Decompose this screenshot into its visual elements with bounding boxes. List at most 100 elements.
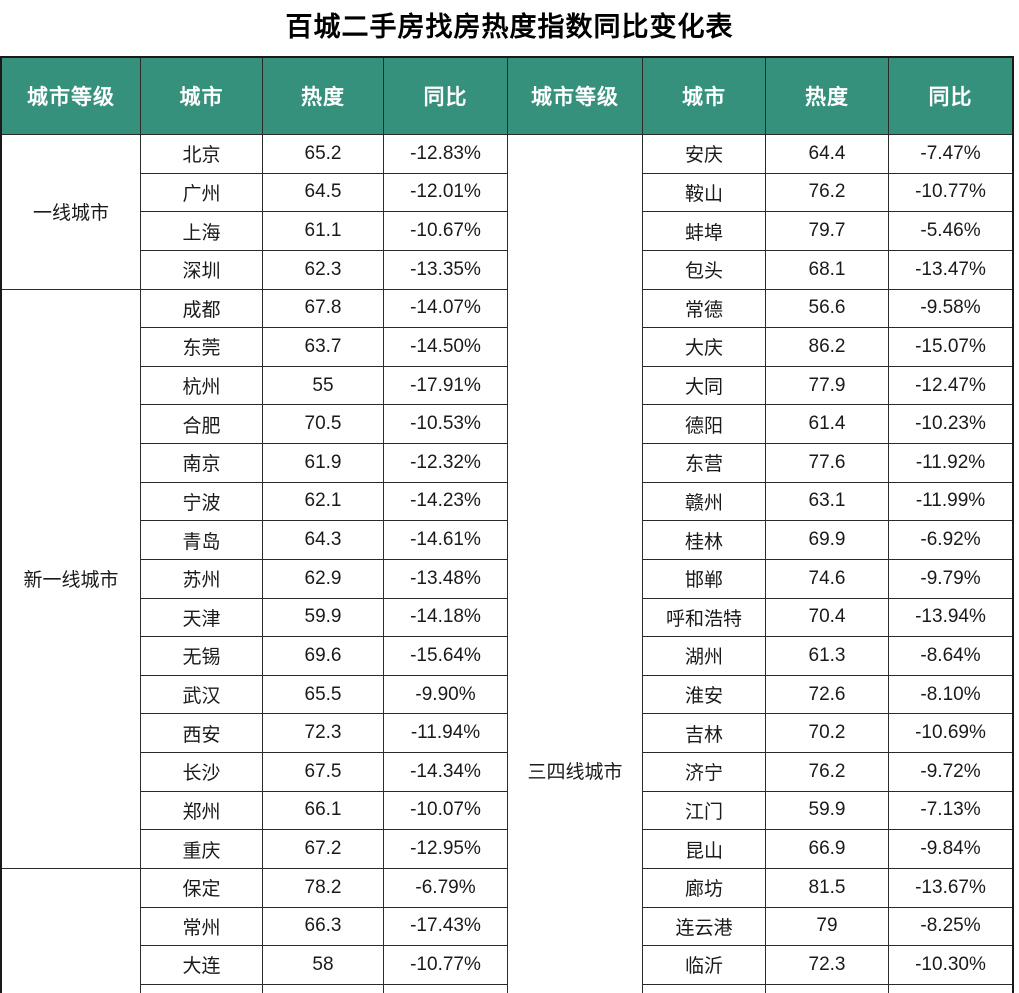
city-cell: 呼和浩特: [643, 598, 766, 638]
city-cell: 淮安: [643, 675, 766, 715]
city-cell: 合肥: [141, 405, 263, 444]
header-cell-tier: 城市等级: [2, 58, 141, 135]
city-cell: 邯郸: [643, 559, 766, 599]
city-cell: 德阳: [643, 405, 766, 444]
heat-cell: 58: [263, 946, 384, 985]
heat-cell: 74.6: [766, 559, 889, 599]
city-cell: 深圳: [141, 250, 263, 290]
tier-cell: 三四线城市: [508, 135, 643, 993]
yoy-cell: -12.47%: [889, 367, 1012, 406]
heat-cell: 66.1: [263, 791, 384, 831]
heat-cell: 69.6: [263, 637, 384, 676]
city-cell: 赣州: [643, 482, 766, 522]
city-cell: 大同: [643, 366, 766, 406]
heat-cell: 61.3: [766, 637, 889, 676]
yoy-cell: -14.07%: [384, 289, 508, 329]
heat-cell: 65.2: [263, 135, 384, 174]
yoy-cell: -9.58%: [889, 290, 1012, 329]
yoy-cell: -6.79%: [384, 868, 508, 908]
heat-cell: 59.9: [263, 598, 384, 638]
yoy-cell: -14.61%: [384, 521, 508, 560]
yoy-cell: -8.25%: [889, 908, 1012, 947]
yoy-cell: -7.13%: [889, 792, 1012, 831]
heat-cell: 55: [263, 366, 384, 406]
heat-index-table: 城市等级 城市 热度 同比 一线城市 北京 65.2 -12.83% 广州 64.5 -12.01%…: [0, 56, 1014, 993]
heat-cell: 59.9: [766, 791, 889, 831]
yoy-cell: -10.30%: [889, 946, 1012, 985]
heat-cell: 77.9: [766, 366, 889, 406]
heat-cell: 62.9: [263, 559, 384, 599]
city-cell: 重庆: [141, 830, 263, 869]
heat-cell: 79.7: [766, 212, 889, 251]
yoy-cell: -8.10%: [889, 676, 1012, 715]
yoy-cell: -8.64%: [889, 637, 1012, 676]
heat-cell: 67.5: [263, 753, 384, 792]
city-cell: 南京: [141, 444, 263, 483]
city-cell: 常德: [643, 289, 766, 329]
heat-cell: 67.2: [263, 830, 384, 869]
yoy-cell: -9.84%: [889, 830, 1012, 869]
heat-cell: 63.7: [263, 328, 384, 367]
heat-cell: 78.2: [263, 868, 384, 908]
yoy-cell: -10.77%: [889, 174, 1012, 213]
heat-cell: 64.3: [263, 521, 384, 560]
header-cell-city: 城市: [141, 58, 263, 135]
heat-cell: 81.5: [766, 868, 889, 908]
city-cell: 成都: [141, 289, 263, 329]
header-cell-yoy: 同比: [889, 58, 1012, 135]
yoy-cell: -13.94%: [889, 599, 1012, 638]
heat-cell: 63.1: [766, 482, 889, 522]
header-cell-city: 城市: [643, 58, 766, 135]
city-cell: 保定: [141, 868, 263, 908]
heat-cell: 66.3: [263, 907, 384, 947]
yoy-cell: -13.35%: [384, 250, 508, 290]
city-cell: 无锡: [141, 637, 263, 676]
city-cell: 湖州: [643, 637, 766, 676]
heat-cell: 64.5: [263, 173, 384, 213]
city-cell: 蚌埠: [643, 212, 766, 251]
yoy-cell: -9.79%: [889, 560, 1012, 599]
city-cell: 昆山: [643, 830, 766, 869]
tier-label: 新一线城市: [23, 570, 119, 592]
city-cell: 广州: [141, 173, 263, 213]
cut-row-city-cell: [141, 984, 263, 993]
city-cell: 鞍山: [643, 173, 766, 213]
yoy-cell: -9.72%: [889, 753, 1012, 792]
heat-cell: 69.9: [766, 521, 889, 560]
yoy-cell: -14.50%: [384, 328, 508, 367]
yoy-cell: -10.53%: [384, 405, 508, 444]
cut-row-heat-cell: [263, 984, 384, 993]
yoy-cell: -11.94%: [384, 714, 508, 753]
yoy-cell: -14.34%: [384, 753, 508, 792]
city-cell: 东营: [643, 444, 766, 483]
city-cell: 苏州: [141, 559, 263, 599]
yoy-cell: -10.07%: [384, 791, 508, 831]
yoy-cell: -10.67%: [384, 212, 508, 251]
yoy-cell: -9.90%: [384, 675, 508, 715]
city-cell: 青岛: [141, 521, 263, 560]
page-title: 百城二手房找房热度指数同比变化表: [285, 12, 734, 42]
heat-cell: 68.1: [766, 250, 889, 290]
heat-cell: 70.5: [263, 405, 384, 444]
heat-cell: 61.4: [766, 405, 889, 444]
heat-cell: 65.5: [263, 675, 384, 715]
yoy-cell: -17.43%: [384, 907, 508, 947]
city-cell: 济宁: [643, 753, 766, 792]
heat-cell: 61.9: [263, 444, 384, 483]
heat-cell: 77.6: [766, 444, 889, 483]
header-cell-heat: 热度: [263, 58, 384, 135]
yoy-cell: -15.64%: [384, 637, 508, 676]
yoy-cell: -14.23%: [384, 482, 508, 522]
city-cell: 大连: [141, 946, 263, 985]
city-cell: 长沙: [141, 753, 263, 792]
yoy-cell: -12.95%: [384, 830, 508, 869]
city-cell: 吉林: [643, 714, 766, 753]
yoy-cell: -14.18%: [384, 598, 508, 638]
tier-label: 三四线城市: [527, 762, 623, 783]
yoy-cell: -13.47%: [889, 251, 1012, 290]
tier-cell: [2, 868, 141, 993]
city-cell: 大庆: [643, 328, 766, 367]
heat-cell: 72.3: [263, 714, 384, 753]
cut-row-yoy-cell: [384, 984, 508, 993]
yoy-cell: -13.48%: [384, 559, 508, 599]
